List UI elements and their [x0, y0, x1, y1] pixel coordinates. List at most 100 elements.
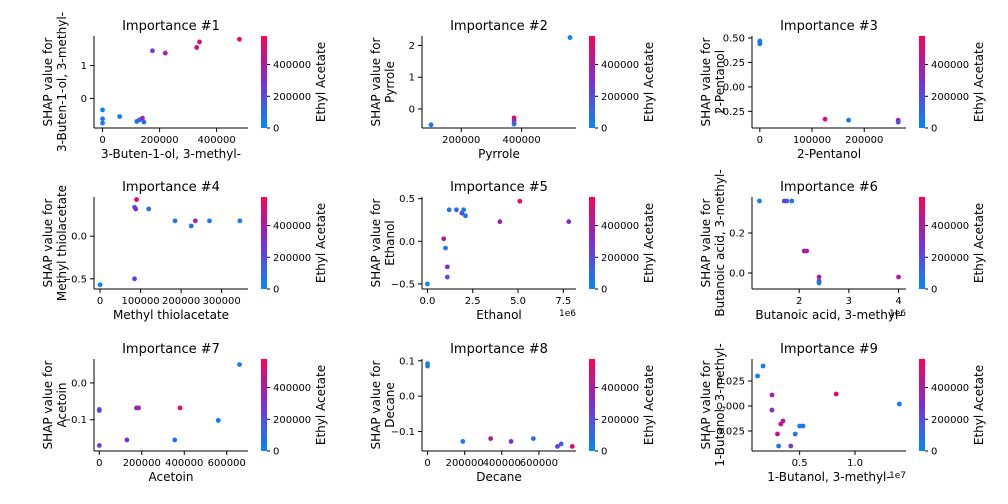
- x-tick-label: 200000: [446, 458, 484, 469]
- data-point: [215, 418, 221, 423]
- y-axis-label-line-1: SHAP value for: [41, 198, 55, 287]
- chart-panel-5: Importance #5 0.0 2.5 5.0 7.5 0.5 0.0 −0.5 Ethan…: [369, 180, 656, 322]
- y-axis-label-line-2: Pyrrole: [383, 61, 397, 103]
- colorbar-tick-label: 200000: [601, 92, 639, 103]
- x-tick-label: 0: [424, 458, 430, 469]
- chart-title: Importance #6: [780, 180, 878, 195]
- x-tick-label: 400000: [503, 135, 541, 146]
- colorbar-tick-label: 400000: [931, 60, 969, 71]
- x-tick-label: 600000: [208, 458, 246, 469]
- x-tick-label: 100000: [793, 135, 831, 146]
- y-axis-label-line-2: Methyl thiolacetate: [55, 185, 69, 301]
- colorbar-tick-label: 200000: [931, 253, 969, 264]
- chart-panel-3: Importance #3 0 100000 200000 0.50 0.25 0.00 −0…: [699, 19, 986, 161]
- colorbar-tick-label: 400000: [931, 221, 969, 232]
- x-tick-label: 300000: [203, 296, 241, 307]
- data-point: [511, 121, 517, 127]
- y-tick-label: 0: [409, 104, 415, 115]
- data-point: [192, 218, 198, 224]
- x-tick-label: 400000: [198, 135, 236, 146]
- y-axis-label-line-1: SHAP value for: [41, 360, 55, 449]
- chart-panel-8: Importance #80 2000004000006000000.10.0−0…: [369, 342, 656, 484]
- data-point: [784, 198, 790, 204]
- chart-panel-9: Importance #90.5 1.00.0250.000−0.0251-But…: [699, 342, 986, 484]
- data-point: [444, 264, 450, 270]
- chart-panel-4: Importance #40 100000 200000 3000000.0−0.5M…: [41, 180, 328, 322]
- colorbar: [589, 197, 595, 289]
- data-point: [146, 206, 152, 212]
- colorbar-tick-label: 0: [931, 447, 937, 458]
- data-point: [162, 50, 168, 56]
- colorbar-tick-label: 0: [931, 124, 937, 135]
- x-axis-label: Decane: [476, 470, 522, 484]
- y-tick-label: 0.00: [723, 82, 745, 93]
- data-point: [757, 198, 762, 204]
- y-axis-label-line-1: SHAP value for: [41, 37, 55, 126]
- y-tick-label: 1: [409, 73, 415, 84]
- y-tick-label: 0.25: [723, 58, 745, 69]
- x-tick-label: 200000: [442, 135, 480, 146]
- data-point: [558, 441, 564, 447]
- data-point: [96, 443, 102, 448]
- colorbar-tick-label: 0: [601, 285, 607, 296]
- chart-title: Importance #5: [450, 180, 548, 195]
- data-point: [141, 119, 147, 125]
- colorbar-tick-label: 400000: [601, 383, 639, 394]
- colorbar: [919, 36, 925, 128]
- data-point: [517, 198, 523, 204]
- data-point: [822, 116, 828, 122]
- data-point: [755, 373, 760, 379]
- y-axis-label-line-1: SHAP value for: [699, 198, 713, 287]
- y-axis-label-line-2: 1-Butanol, 3-methyl-: [713, 343, 727, 466]
- data-point: [846, 117, 851, 123]
- chart-title: Importance #2: [450, 19, 548, 34]
- x-offset-label: 1e6: [889, 309, 906, 319]
- x-axis-label: 3-Buten-1-ol, 3-methyl-: [101, 147, 241, 161]
- x-axis-label: Pyrrole: [478, 147, 520, 161]
- data-point: [425, 363, 430, 369]
- data-point: [567, 35, 573, 40]
- colorbar-label: Ethyl Acetate: [314, 365, 328, 445]
- colorbar: [589, 36, 595, 128]
- x-tick-label: 0.5: [792, 458, 808, 469]
- data-point: [172, 218, 178, 224]
- y-tick-label: 0.2: [729, 229, 745, 240]
- y-axis-label-line-1: SHAP value for: [699, 360, 713, 449]
- x-tick-label: 7.5: [555, 296, 571, 307]
- data-point: [895, 119, 901, 125]
- y-tick-label: −0.025: [708, 427, 745, 438]
- colorbar-tick-label: 200000: [273, 253, 311, 264]
- data-point: [132, 276, 137, 282]
- chart-title: Importance #3: [780, 19, 878, 34]
- chart-title: Importance #1: [122, 19, 220, 34]
- data-point: [804, 248, 810, 254]
- chart-panel-7: Importance #70 200000 400000 6000000.0−0.1A…: [41, 342, 328, 484]
- x-axis-label: Butanoic acid, 3-methyl-: [755, 308, 902, 322]
- colorbar-tick-label: 200000: [601, 415, 639, 426]
- x-axis-label: Ethanol: [476, 308, 522, 322]
- x-tick-label: 0: [99, 135, 105, 146]
- data-point: [124, 437, 130, 443]
- data-point: [194, 45, 200, 50]
- x-tick-label: 4: [895, 296, 901, 307]
- x-offset-label: 1e6: [559, 309, 576, 319]
- data-point: [150, 48, 155, 54]
- x-tick-label: 1.0: [847, 458, 863, 469]
- data-point: [833, 391, 839, 397]
- y-axis-label-line-1: SHAP value for: [369, 37, 383, 126]
- data-point: [188, 223, 194, 229]
- y-tick-label: −0.25: [714, 107, 745, 118]
- data-point: [100, 116, 105, 122]
- data-point: [816, 274, 822, 280]
- x-tick-label: 0.0: [419, 296, 435, 307]
- chart-title: Importance #7: [122, 342, 220, 357]
- y-tick-label: −0.1: [63, 415, 87, 426]
- y-tick-label: 0.025: [716, 377, 745, 388]
- data-point: [134, 197, 139, 202]
- chart-title: Importance #8: [450, 342, 548, 357]
- chart-title: Importance #9: [780, 342, 878, 357]
- data-point: [896, 401, 902, 407]
- colorbar-tick-label: 200000: [273, 92, 311, 103]
- data-point: [497, 219, 503, 225]
